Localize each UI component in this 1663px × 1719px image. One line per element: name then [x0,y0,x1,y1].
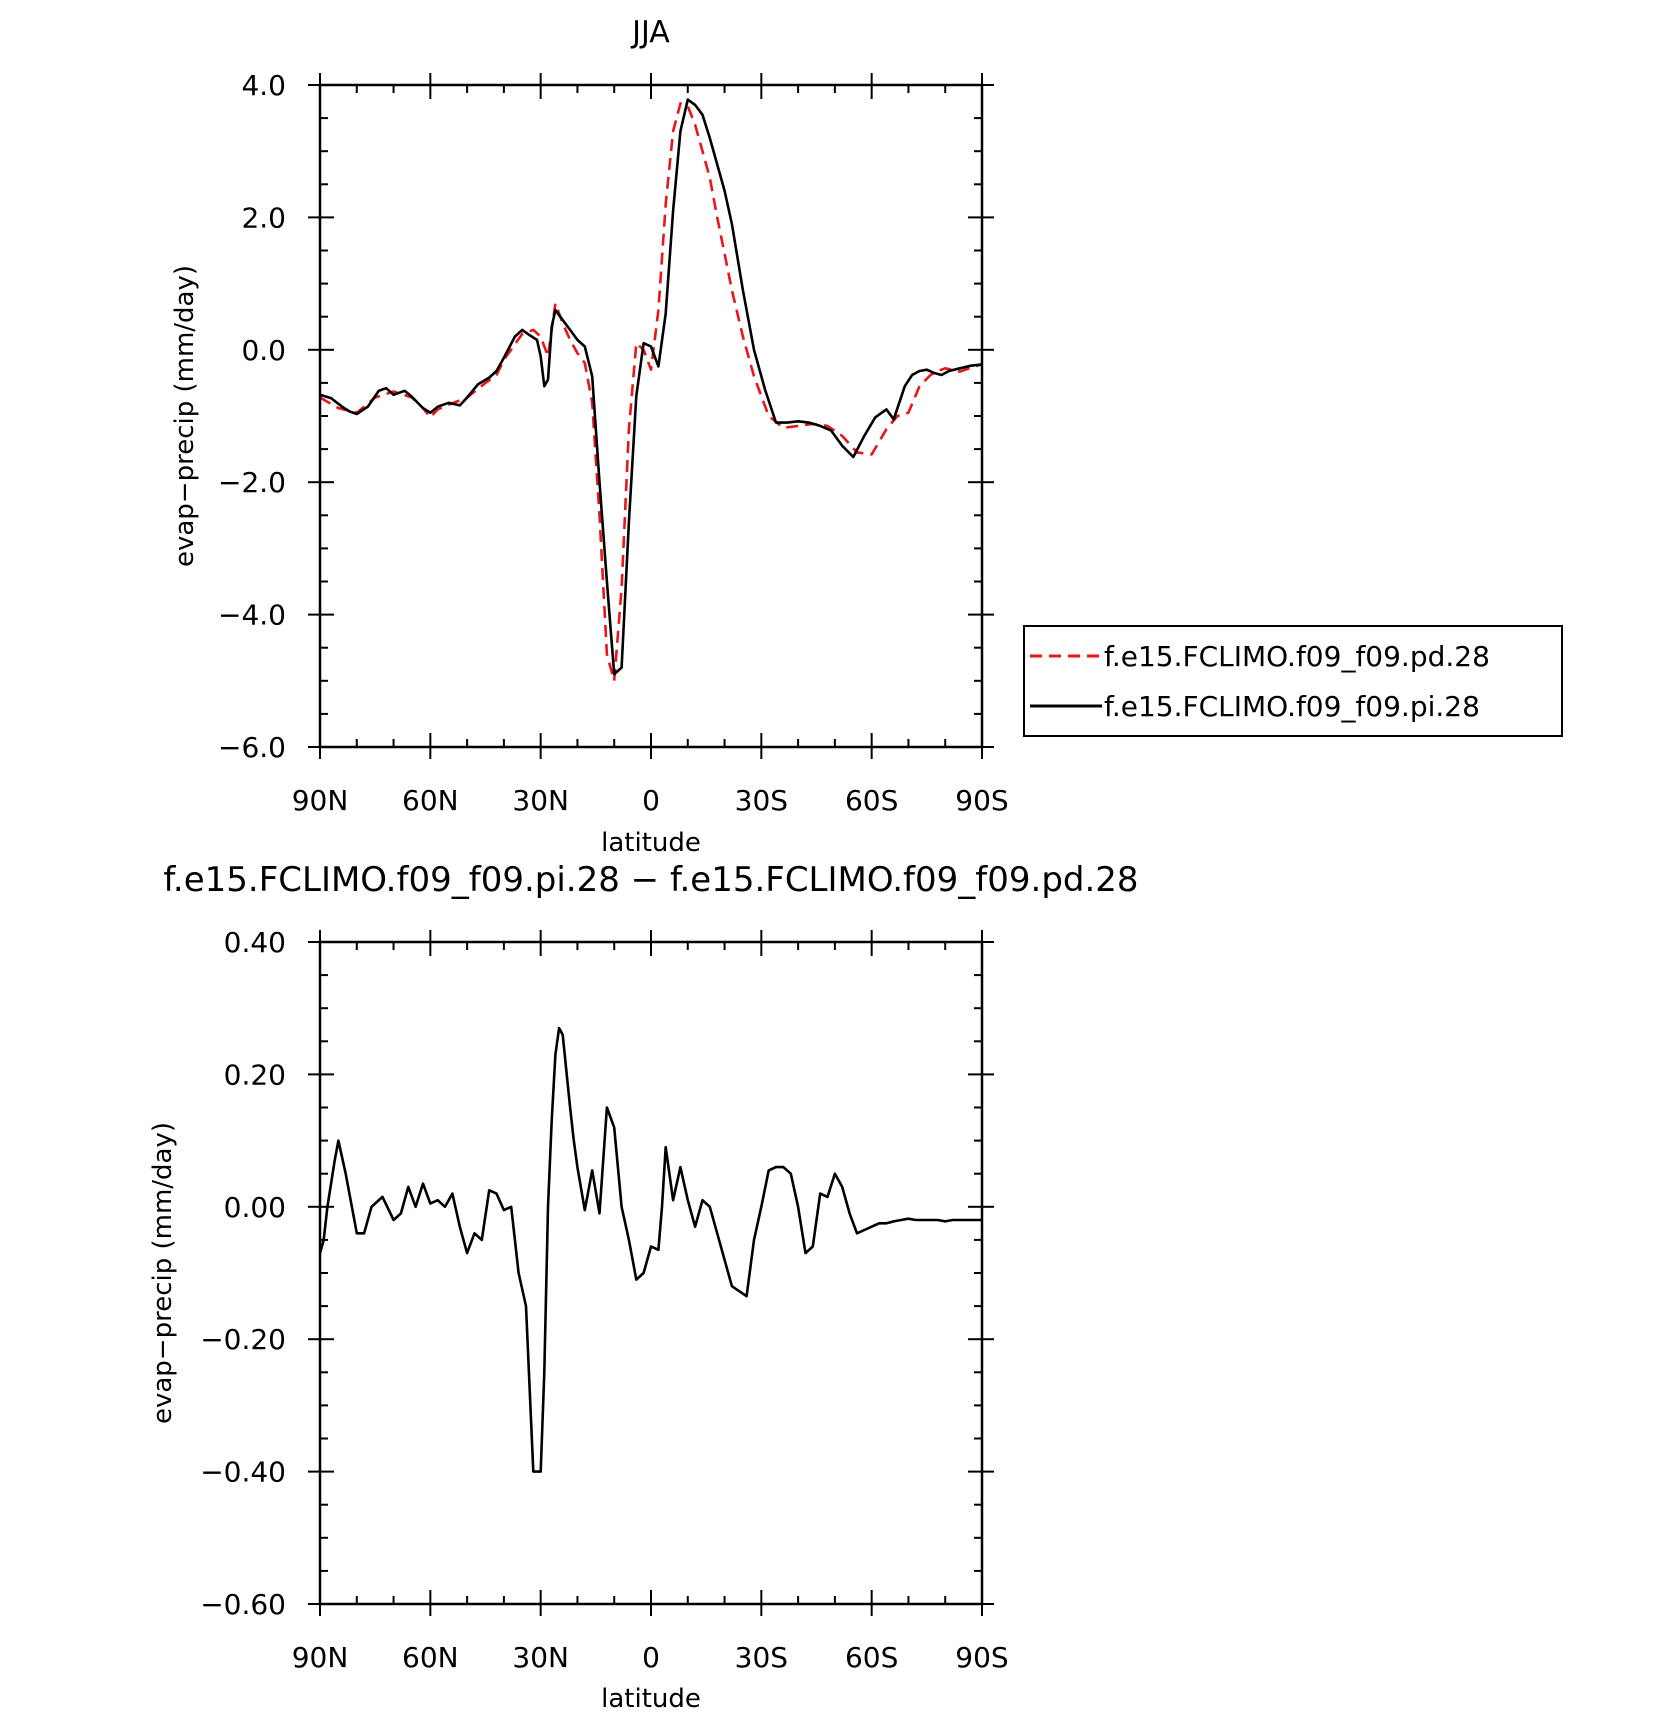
legend-box [1023,625,1563,737]
y-axis-label: evap−precip (mm/day) [148,1122,178,1424]
x-tick-label: 90S [955,784,1008,817]
x-tick-label: 90N [292,1641,349,1674]
y-tick-label: −0.60 [200,1588,286,1621]
x-axis-label: latitude [601,1684,701,1714]
y-tick-label: −0.20 [200,1323,286,1356]
y-tick-label: 0.00 [224,1191,286,1224]
y-tick-label: 0.40 [224,926,286,959]
series-line-1 [319,98,983,676]
series-line-0 [319,102,983,683]
y-tick-label: 4.0 [241,69,286,102]
x-tick-label: 30N [512,1641,569,1674]
legend: f.e15.FCLIMO.f09_f09.pd.28 f.e15.FCLIMO.… [1023,625,1563,737]
x-tick-label: 90N [292,784,349,817]
top-chart-panel: JJA 4.0 2.0 0.0 −2.0 −4.0 −6.0 90N 60N 30N 0 30S 6… [170,15,1563,858]
x-tick-label: 60N [402,784,459,817]
y-tick-label: −4.0 [218,599,286,632]
plot-frame [318,940,984,1606]
chart-title: JJA [630,15,670,50]
x-tick-label: 30S [735,784,788,817]
series-line-0 [318,1026,982,1473]
x-axis-label: latitude [601,828,701,858]
x-tick-label: 60N [402,1641,459,1674]
y-tick-label: −6.0 [218,731,286,764]
x-tick-label: 60S [845,784,898,817]
y-axis-label: evap−precip (mm/day) [170,265,200,567]
x-tick-label: 60S [845,1641,898,1674]
x-tick-label: 30S [735,1641,788,1674]
x-tick-labels: 90N 60N 30N 0 30S 60S 90S [292,784,1009,817]
difference-chart-title: f.e15.FCLIMO.f09_f09.pi.28 − f.e15.FCLIM… [163,860,1138,900]
y-tick-label: 0.20 [224,1058,286,1091]
y-tick-labels: 0.40 0.20 0.00 −0.20 −0.40 −0.60 [200,926,286,1621]
plot-frame [318,83,984,749]
tick-marks [308,73,994,759]
x-tick-label: 0 [642,1641,660,1674]
series-lines [318,1026,982,1473]
legend-label-pd: f.e15.FCLIMO.f09_f09.pd.28 [1104,640,1490,673]
x-tick-label: 0 [642,784,660,817]
y-tick-label: 0.0 [241,334,286,367]
legend-label-pi: f.e15.FCLIMO.f09_f09.pi.28 [1104,690,1480,723]
bottom-chart-panel: f.e15.FCLIMO.f09_f09.pi.28 − f.e15.FCLIM… [148,860,1139,1714]
x-tick-labels: 90N 60N 30N 0 30S 60S 90S [292,1641,1009,1674]
x-tick-label: 30N [512,784,569,817]
y-tick-labels: 4.0 2.0 0.0 −2.0 −4.0 −6.0 [218,69,286,764]
x-tick-label: 90S [955,1641,1008,1674]
y-tick-label: 2.0 [241,201,286,234]
tick-marks [308,930,994,1616]
y-tick-label: −2.0 [218,466,286,499]
y-tick-label: −0.40 [200,1456,286,1489]
series-lines [319,98,983,683]
